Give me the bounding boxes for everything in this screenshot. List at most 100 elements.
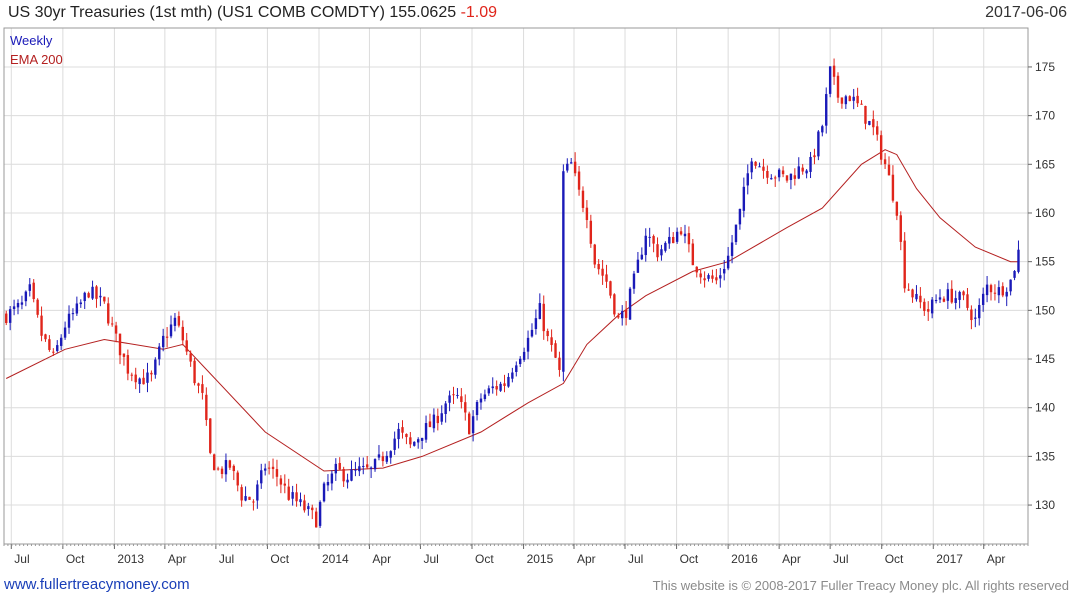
candle-body	[201, 384, 204, 393]
candle	[989, 283, 993, 301]
candle-body	[267, 467, 271, 469]
candle-body	[546, 330, 549, 337]
candle-body	[67, 313, 71, 328]
candle-body	[52, 351, 55, 353]
candle	[844, 94, 848, 109]
candle-body	[142, 377, 145, 385]
candle-body	[683, 233, 687, 237]
candle-body	[232, 465, 235, 472]
candle-body	[891, 174, 895, 201]
x-tick-label: Oct	[885, 552, 904, 566]
candle	[1005, 287, 1008, 307]
candle	[330, 470, 334, 491]
candle-body	[440, 413, 443, 422]
candle	[793, 168, 797, 186]
y-tick-label: 145	[1035, 352, 1055, 366]
candle	[621, 305, 624, 326]
candle	[224, 453, 228, 482]
candle-body	[950, 288, 953, 303]
candle-body	[542, 303, 545, 332]
candle	[122, 353, 126, 366]
candle-body	[530, 329, 534, 337]
candle-body	[75, 303, 79, 314]
candle-body	[487, 388, 491, 394]
candle-body	[436, 415, 440, 424]
candle-body	[887, 164, 891, 176]
candle	[479, 393, 483, 410]
candle	[134, 367, 137, 390]
candle-body	[562, 171, 565, 372]
candle	[32, 279, 35, 303]
candle	[299, 492, 302, 507]
candle-body	[958, 291, 961, 300]
candle-body	[48, 339, 51, 350]
candle-body	[970, 309, 973, 321]
candle	[934, 294, 938, 304]
candle-body	[876, 126, 879, 135]
candle	[107, 297, 110, 326]
candle	[307, 502, 310, 516]
candle-body	[495, 386, 498, 390]
candle	[821, 124, 824, 137]
candle	[766, 165, 769, 184]
candle	[291, 485, 294, 506]
candle-body	[628, 288, 632, 320]
candle-body	[974, 317, 977, 319]
candle	[754, 161, 757, 169]
candle-body	[997, 287, 1001, 296]
candle-body	[864, 105, 867, 124]
candle	[161, 328, 165, 352]
candle-body	[962, 291, 965, 296]
candle-body	[597, 263, 600, 270]
candle	[930, 296, 934, 319]
candle	[177, 311, 181, 328]
candle	[981, 287, 985, 312]
candle	[691, 239, 695, 266]
candle	[927, 301, 930, 321]
candle	[597, 259, 600, 275]
candle	[781, 166, 785, 178]
candle-body	[993, 292, 997, 294]
candle	[507, 373, 510, 388]
candle-body	[409, 437, 412, 445]
candle	[154, 357, 157, 379]
candle	[962, 290, 965, 301]
candle-body	[703, 278, 706, 281]
candle	[550, 329, 553, 352]
candle	[742, 177, 746, 218]
candle-body	[479, 398, 483, 403]
candle-body	[87, 293, 90, 298]
candle	[275, 459, 279, 487]
candle	[777, 168, 781, 182]
website-link[interactable]: www.fullertreacymoney.com	[4, 576, 190, 593]
candle	[581, 186, 585, 213]
candle	[958, 290, 961, 309]
candle-body	[197, 383, 200, 386]
candle-body	[593, 244, 596, 265]
candle-body	[828, 66, 832, 94]
candle-body	[715, 277, 718, 281]
candle	[624, 301, 628, 326]
candle-body	[907, 289, 910, 291]
candle	[373, 458, 377, 472]
candle	[950, 280, 953, 304]
candle-body	[754, 161, 757, 166]
candle	[617, 312, 620, 319]
y-tick-label: 170	[1035, 109, 1055, 123]
candle-body	[216, 468, 220, 470]
candle	[589, 214, 593, 248]
candle	[730, 234, 734, 264]
candle-body	[8, 309, 12, 323]
candle-body	[895, 201, 899, 216]
candle-body	[95, 286, 98, 299]
candle	[805, 169, 808, 179]
candle	[542, 295, 545, 340]
candle-body	[354, 469, 357, 471]
candle-body	[181, 326, 184, 341]
candle	[954, 290, 957, 310]
candle-body	[5, 313, 8, 323]
candle	[491, 377, 494, 394]
candle-body	[346, 479, 349, 483]
candle	[452, 386, 455, 405]
